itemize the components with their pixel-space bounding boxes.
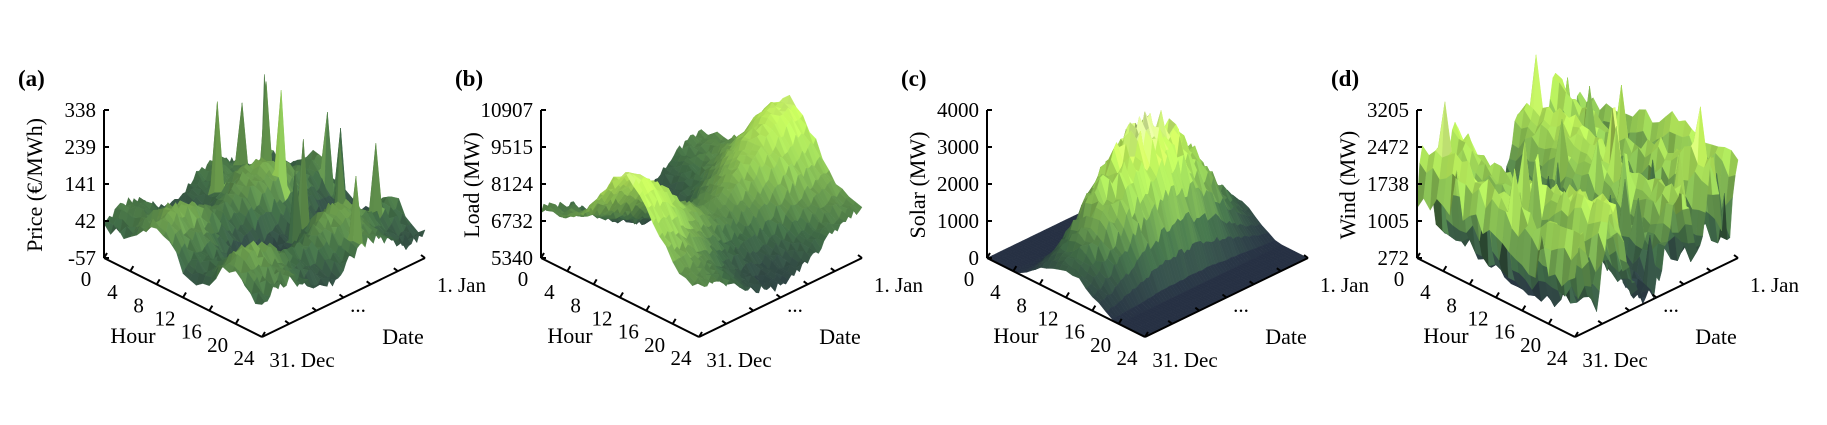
date-tick (857, 254, 863, 259)
hour-tick-label: 20 (1090, 333, 1111, 357)
hour-tick-label: 16 (1064, 320, 1085, 344)
z-axis-label: Load (MW) (459, 132, 484, 238)
date-tick (721, 320, 727, 325)
date-tick (393, 267, 399, 272)
date-tick (366, 280, 372, 286)
date-tick (830, 267, 836, 272)
surface (103, 74, 426, 305)
date-tick-label-ellipsis: ... (1233, 293, 1249, 317)
date-tick-label-end: 31. Dec (1152, 348, 1217, 372)
hour-tick-label: 20 (644, 333, 665, 357)
z-tick-label: 4000 (937, 98, 979, 122)
date-tick (748, 306, 754, 312)
z-tick-label: 1000 (937, 209, 979, 233)
z-tick-label: 8124 (491, 172, 534, 196)
hour-tick-label: 8 (1016, 293, 1026, 317)
panel-label: (b) (455, 66, 483, 91)
date-tick (338, 293, 345, 299)
hour-tick (234, 318, 240, 325)
z-axis-label: Price (€/MWh) (22, 118, 47, 252)
z-tick-label: 338 (65, 98, 97, 122)
z-tick-label: 3000 (937, 135, 979, 159)
z-tick-label: 6732 (491, 209, 533, 233)
hour-tick-label: 4 (990, 280, 1001, 304)
hour-axis-label: Hour (110, 323, 156, 348)
date-tick (420, 254, 426, 259)
hour-axis-label: Hour (993, 323, 1039, 348)
date-tick-label-start: 1. Jan (437, 273, 486, 297)
hour-tick-label: 12 (155, 307, 176, 331)
date-tick-label-start: 1. Jan (1320, 273, 1369, 297)
hour-tick (619, 291, 624, 299)
date-axis-label: Date (819, 324, 861, 349)
hour-tick (129, 265, 135, 272)
hour-tick (1038, 278, 1044, 285)
hour-tick-label: 0 (518, 267, 529, 291)
hour-tick-label: 20 (207, 333, 228, 357)
date-tick (284, 320, 290, 325)
surface-cell (214, 101, 225, 193)
hour-tick (671, 318, 677, 325)
hour-tick (566, 265, 572, 272)
panel-label: (a) (18, 66, 45, 91)
hour-tick-label: 0 (81, 267, 92, 291)
hour-tick (155, 278, 161, 285)
surface (1416, 54, 1739, 313)
hour-tick-label: 24 (234, 346, 256, 370)
hour-tick (182, 291, 187, 299)
date-tick-label-end: 31. Dec (706, 348, 771, 372)
hour-tick (1091, 305, 1097, 312)
date-tick (775, 293, 782, 299)
hour-tick-label: 16 (181, 320, 202, 344)
hour-tick-label: 0 (964, 267, 975, 291)
z-tick-label: 239 (65, 135, 97, 159)
hour-tick-label: 16 (618, 320, 639, 344)
hour-tick (645, 305, 651, 312)
hour-axis-label: Hour (547, 323, 593, 348)
date-tick (311, 306, 317, 312)
hour-tick (208, 305, 214, 312)
date-axis-label: Date (382, 324, 424, 349)
hour-tick-label: 4 (107, 280, 118, 304)
date-axis-label: Date (1265, 324, 1307, 349)
hour-tick-label: 8 (133, 293, 144, 317)
surface (540, 94, 863, 294)
hour-tick-label: 4 (544, 280, 555, 304)
z-tick-label: 141 (65, 172, 97, 196)
z-tick-label: 42 (75, 209, 96, 233)
hour-tick (1065, 291, 1070, 299)
panel-label: (c) (901, 66, 927, 91)
date-tick-label-start: 1. Jan (874, 273, 923, 297)
date-tick-label-end: 31. Dec (269, 348, 334, 372)
surface (986, 110, 1309, 338)
date-tick (803, 280, 809, 286)
hour-tick-label: 12 (592, 307, 613, 331)
z-tick-label: 10907 (481, 98, 534, 122)
surface-cell (1533, 54, 1543, 118)
z-tick-label: 2000 (937, 172, 979, 196)
z-axis-label: Solar (MW) (905, 132, 930, 239)
hour-tick-label: 8 (570, 293, 581, 317)
hour-tick-label: 24 (1117, 346, 1139, 370)
date-tick-label-ellipsis: ... (350, 293, 366, 317)
date-tick-label-ellipsis: ... (787, 293, 803, 317)
hour-tick-label: 12 (1038, 307, 1059, 331)
hour-tick (592, 278, 598, 285)
z-tick-label: 9515 (491, 135, 533, 159)
hour-tick-label: 24 (671, 346, 693, 370)
